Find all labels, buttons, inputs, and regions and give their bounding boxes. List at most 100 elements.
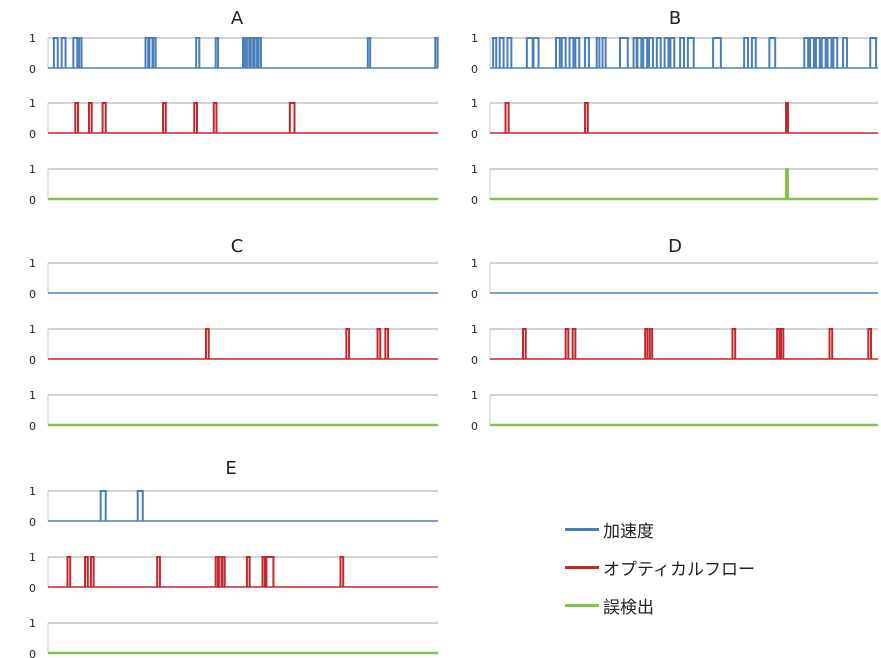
pulse-B-accel-21: [686, 37, 695, 68]
pulse-C-optflow-3: [384, 328, 390, 359]
pulse-B-accel-5: [554, 37, 561, 68]
pulse-B-accel-10: [595, 37, 601, 68]
tick-label-1-E-accel: 1: [29, 485, 36, 498]
tick-label-1-C-false_detect: 1: [29, 389, 36, 402]
legend-label-accel: 加速度: [603, 521, 654, 542]
legend-label-false-detect: 誤検出: [603, 597, 654, 618]
pulse-D-optflow-1: [564, 328, 570, 359]
pulse-E-optflow-10: [339, 556, 345, 587]
pulse-C-optflow-1: [345, 328, 351, 359]
pulse-A-accel-5: [148, 37, 154, 68]
pulse-B-false_detect-0: [785, 168, 789, 199]
tick-label-0-C-false_detect: 0: [29, 420, 36, 433]
pulse-B-accel-6: [560, 37, 567, 68]
pulse-B-accel-2: [506, 37, 513, 68]
tick-label-1-B-accel: 1: [471, 32, 478, 45]
pulse-A-accel-12: [253, 37, 259, 68]
tick-label-1-C-accel: 1: [29, 257, 36, 270]
tick-label-1-B-optflow: 1: [471, 97, 478, 110]
legend-swatch-false-detect: [565, 603, 599, 607]
pulse-D-optflow-2: [571, 328, 577, 359]
tick-label-0-B-optflow: 0: [471, 128, 478, 141]
pulse-E-optflow-9: [265, 556, 275, 587]
pulse-A-accel-1: [60, 37, 67, 68]
pulse-B-accel-28: [814, 37, 821, 68]
pulse-A-accel-2: [72, 37, 79, 68]
pulse-B-accel-1: [498, 37, 505, 68]
pulse-A-accel-10: [245, 37, 251, 68]
pulse-A-accel-7: [195, 37, 201, 68]
pulse-B-accel-18: [663, 37, 670, 68]
pulse-A-accel-9: [242, 37, 246, 68]
pulse-A-accel-14: [366, 37, 372, 68]
pulse-A-optflow-1: [87, 102, 93, 133]
tick-label-1-B-false_detect: 1: [471, 163, 478, 176]
legend-label-optflow: オプティカルフロー: [603, 559, 755, 580]
pulse-A-accel-3: [78, 37, 83, 68]
tick-label-0-E-false_detect: 0: [29, 648, 36, 658]
tick-label-0-E-optflow: 0: [29, 582, 36, 595]
pulse-E-optflow-4: [214, 556, 220, 587]
pulse-B-accel-16: [648, 37, 654, 68]
pulse-C-optflow-2: [376, 328, 382, 359]
pulse-A-accel-8: [214, 37, 220, 68]
pulse-B-optflow-1: [584, 102, 589, 133]
pulse-A-optflow-5: [212, 102, 218, 133]
pulse-B-optflow-2: [785, 102, 789, 133]
panel-title-c: C: [231, 236, 244, 257]
pulse-E-accel-0: [99, 490, 107, 521]
pulse-D-optflow-0: [521, 328, 527, 359]
pulse-A-accel-15: [434, 37, 439, 68]
tick-label-0-A-optflow: 0: [29, 128, 36, 141]
tick-label-1-E-optflow: 1: [29, 551, 36, 564]
legend-item-false-detect: 誤検出: [565, 586, 755, 624]
tick-label-0-B-accel: 0: [471, 63, 478, 76]
tick-label-0-D-accel: 0: [471, 288, 478, 301]
pulse-D-optflow-5: [731, 328, 737, 359]
pulse-B-accel-17: [655, 37, 662, 68]
panel-title-d: D: [668, 236, 682, 257]
tick-label-0-C-accel: 0: [29, 288, 36, 301]
pulse-D-optflow-4: [648, 328, 654, 359]
tick-label-1-A-false_detect: 1: [29, 163, 36, 176]
tick-label-0-C-optflow: 0: [29, 354, 36, 367]
pulse-B-accel-14: [636, 37, 643, 68]
pulse-A-optflow-2: [101, 102, 107, 133]
pulse-E-optflow-5: [217, 556, 223, 587]
pulse-A-accel-11: [249, 37, 255, 68]
pulse-B-accel-8: [574, 37, 581, 68]
pulse-E-accel-1: [136, 490, 144, 521]
pulse-B-accel-15: [642, 37, 649, 68]
pulse-B-accel-24: [750, 37, 757, 68]
pulse-B-accel-19: [669, 37, 676, 68]
pulse-A-accel-13: [257, 37, 262, 68]
pulse-B-accel-32: [842, 37, 848, 68]
pulse-E-optflow-6: [221, 556, 226, 587]
pulse-A-accel-0: [52, 37, 59, 68]
pulse-E-optflow-0: [66, 556, 72, 587]
pulse-B-accel-7: [568, 37, 575, 68]
panel-title-b: B: [669, 8, 681, 29]
pulse-C-optflow-0: [204, 328, 210, 359]
pulse-D-optflow-3: [644, 328, 649, 359]
pulse-E-optflow-8: [261, 556, 266, 587]
tick-label-1-E-false_detect: 1: [29, 617, 36, 630]
pulse-B-accel-29: [820, 37, 827, 68]
panel-title-e: E: [225, 458, 236, 479]
pulse-D-optflow-6: [776, 328, 781, 359]
pulse-D-optflow-7: [780, 328, 785, 359]
pulse-E-optflow-7: [245, 556, 251, 587]
tick-label-0-A-false_detect: 0: [29, 194, 36, 207]
tick-label-0-A-accel: 0: [29, 63, 36, 76]
pulse-D-optflow-8: [828, 328, 834, 359]
pulse-E-optflow-3: [156, 556, 161, 587]
legend-swatch-optflow: [565, 565, 599, 569]
pulse-E-optflow-2: [89, 556, 95, 587]
pulse-B-accel-26: [803, 37, 810, 68]
pulse-A-accel-6: [152, 37, 157, 68]
legend-item-optflow: オプティカルフロー: [565, 548, 755, 586]
legend-item-accel: 加速度: [565, 510, 755, 548]
pulse-B-accel-22: [712, 37, 722, 68]
tick-label-1-C-optflow: 1: [29, 323, 36, 336]
